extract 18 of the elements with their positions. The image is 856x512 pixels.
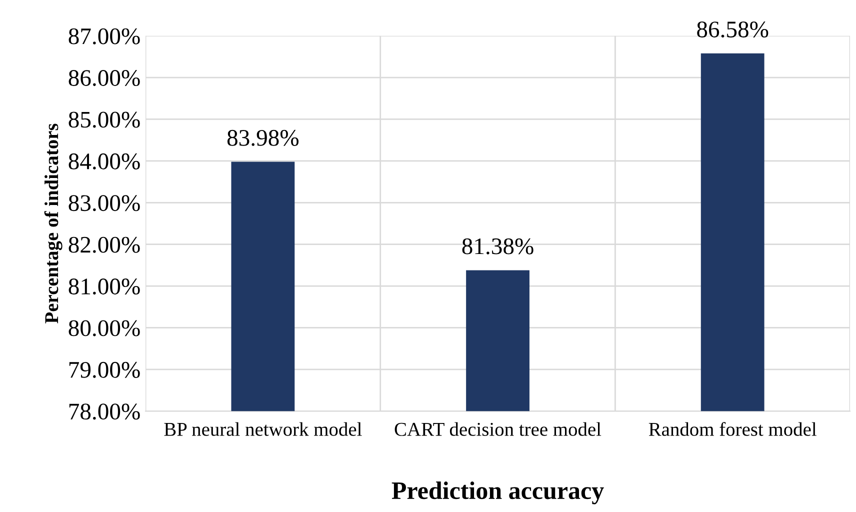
x-axis-title: Prediction accuracy [392, 482, 604, 504]
y-axis-title: Percentage of indicators [44, 124, 62, 324]
y-tick-label: 80.00% [68, 320, 140, 336]
y-tick-label: 84.00% [68, 153, 140, 170]
x-tick-label: Random forest model [648, 422, 816, 436]
data-label: 86.58% [697, 22, 768, 38]
y-tick-label: 83.00% [68, 195, 140, 212]
y-tick-label: 82.00% [68, 236, 140, 253]
y-tick-label: 81.00% [68, 278, 140, 295]
x-tick-label: CART decision tree model [394, 422, 602, 436]
y-tick-label: 78.00% [69, 404, 140, 420]
y-tick-label: 79.00% [69, 362, 140, 378]
y-tick-label: 87.00% [68, 28, 140, 44]
y-tick-label: 85.00% [68, 112, 140, 128]
data-label: 83.98% [227, 130, 299, 146]
y-tick-label: 86.00% [68, 70, 140, 86]
data-label: 81.38% [462, 238, 534, 254]
x-tick-label: BP neural network model [164, 422, 362, 436]
